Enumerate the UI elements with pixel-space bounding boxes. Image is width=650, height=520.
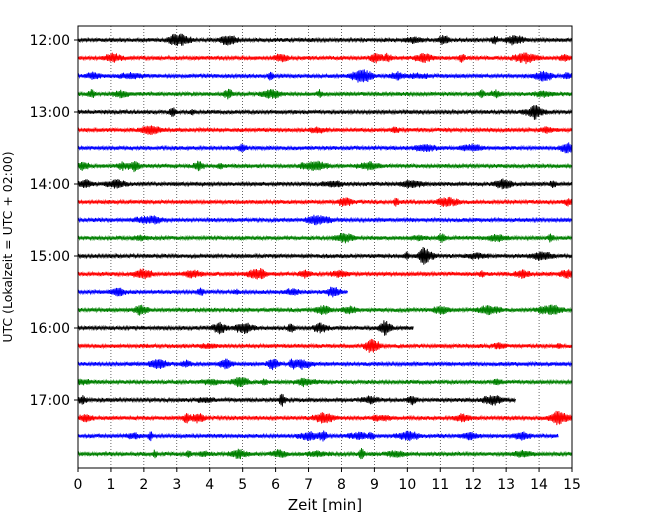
trace-1300 <box>77 105 572 120</box>
y-axis-label: UTC (Lokalzeit = UTC + 02:00) <box>0 151 15 342</box>
x-axis-ticks: 0 1 2 3 4 5 6 7 8 9 10 11 12 13 14 15 <box>74 468 581 493</box>
trace-1530 <box>77 286 348 298</box>
x-tick-label-0: 0 <box>74 477 83 493</box>
trace-1315 <box>77 125 572 135</box>
x-tick-label-15: 15 <box>563 477 581 493</box>
trace-1245 <box>77 88 572 100</box>
x-tick-label-2: 2 <box>139 477 148 493</box>
y-tick-label-5: 17:00 <box>30 393 70 409</box>
x-tick-label-3: 3 <box>172 477 181 493</box>
trace-1415 <box>77 196 572 207</box>
trace-1700 <box>77 393 516 407</box>
x-tick-label-5: 5 <box>238 477 247 493</box>
x-tick-label-10: 10 <box>398 477 416 493</box>
plot-frame <box>77 25 573 469</box>
trace-1445 <box>77 233 572 244</box>
x-tick-label-12: 12 <box>464 477 482 493</box>
trace-1200 <box>77 33 572 46</box>
x-tick-label-14: 14 <box>530 477 548 493</box>
y-tick-label-4: 16:00 <box>30 321 70 337</box>
trace-1430 <box>77 214 572 226</box>
x-axis-label: Zeit [min] <box>288 496 362 514</box>
y-tick-label-1: 13:00 <box>30 105 70 121</box>
traces <box>77 33 572 460</box>
y-axis-ticks: 12:00 13:00 14:00 15:00 16:00 17:00 <box>30 33 78 409</box>
trace-1745 <box>77 448 572 460</box>
trace-1630 <box>77 358 572 371</box>
x-tick-label-6: 6 <box>271 477 280 493</box>
y-tick-label-3: 15:00 <box>30 249 70 265</box>
trace-1715 <box>77 410 572 426</box>
trace-1500 <box>77 247 572 265</box>
trace-1345 <box>77 160 572 173</box>
trace-1600 <box>77 320 414 336</box>
x-tick-label-7: 7 <box>304 477 313 493</box>
x-tick-label-9: 9 <box>370 477 379 493</box>
trace-1515 <box>77 267 572 280</box>
y-tick-label-0: 12:00 <box>30 33 70 49</box>
x-tick-label-1: 1 <box>106 477 115 493</box>
x-tick-label-4: 4 <box>205 477 214 493</box>
x-tick-label-13: 13 <box>497 477 515 493</box>
y-tick-label-2: 14:00 <box>30 177 70 193</box>
trace-1230 <box>77 69 572 83</box>
x-tick-label-11: 11 <box>431 477 449 493</box>
trace-1615 <box>77 338 572 353</box>
trace-1400 <box>77 178 572 190</box>
trace-1645 <box>77 377 572 388</box>
trace-1330 <box>77 142 572 154</box>
x-tick-label-8: 8 <box>337 477 346 493</box>
trace-1215 <box>77 52 572 65</box>
trace-1730 <box>77 430 559 442</box>
trace-1545 <box>77 304 572 316</box>
